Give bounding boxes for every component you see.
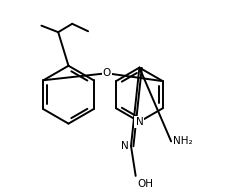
Text: NH₂: NH₂: [173, 136, 193, 146]
Text: N: N: [121, 141, 129, 151]
Text: N: N: [135, 117, 143, 127]
Text: O: O: [103, 68, 111, 78]
Text: OH: OH: [138, 179, 154, 189]
